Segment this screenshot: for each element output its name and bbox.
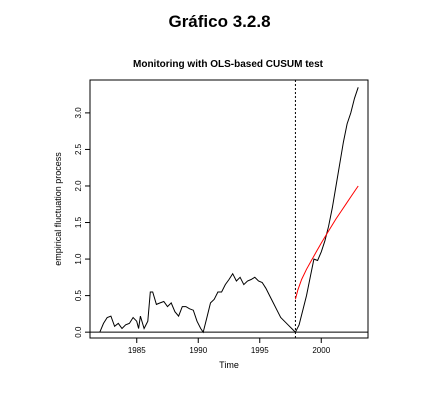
y-tick-label: 0.0: [74, 326, 83, 338]
x-tick-label: 2000: [312, 346, 330, 355]
boundary-line: [294, 185, 359, 300]
y-tick-label: 0.5: [74, 289, 83, 301]
y-axis-label: empirical fluctuation process: [53, 152, 63, 266]
x-tick-label: 1990: [189, 346, 207, 355]
plot-area-frame: [89, 79, 369, 339]
page-heading: Gráfico 3.2.8: [168, 12, 271, 31]
y-tick-label: 2.0: [74, 180, 83, 192]
y-tick-label: 1.0: [74, 253, 83, 265]
chart-marks: [90, 80, 368, 338]
x-axis: 1985 1990 1995 2000: [128, 337, 331, 355]
y-axis: 0.0 0.5 1.0 1.5 2.0 2.5 3.0: [74, 107, 91, 338]
x-tick-label: 1995: [251, 346, 269, 355]
y-tick-label: 1.5: [74, 216, 83, 228]
fluctuation-process-line: [99, 87, 359, 334]
x-tick-label: 1985: [128, 346, 146, 355]
x-axis-label: Time: [219, 360, 239, 370]
y-tick-label: 2.5: [74, 143, 83, 155]
y-tick-label: 3.0: [74, 107, 83, 119]
chart-title: Monitoring with OLS-based CUSUM test: [133, 59, 324, 70]
